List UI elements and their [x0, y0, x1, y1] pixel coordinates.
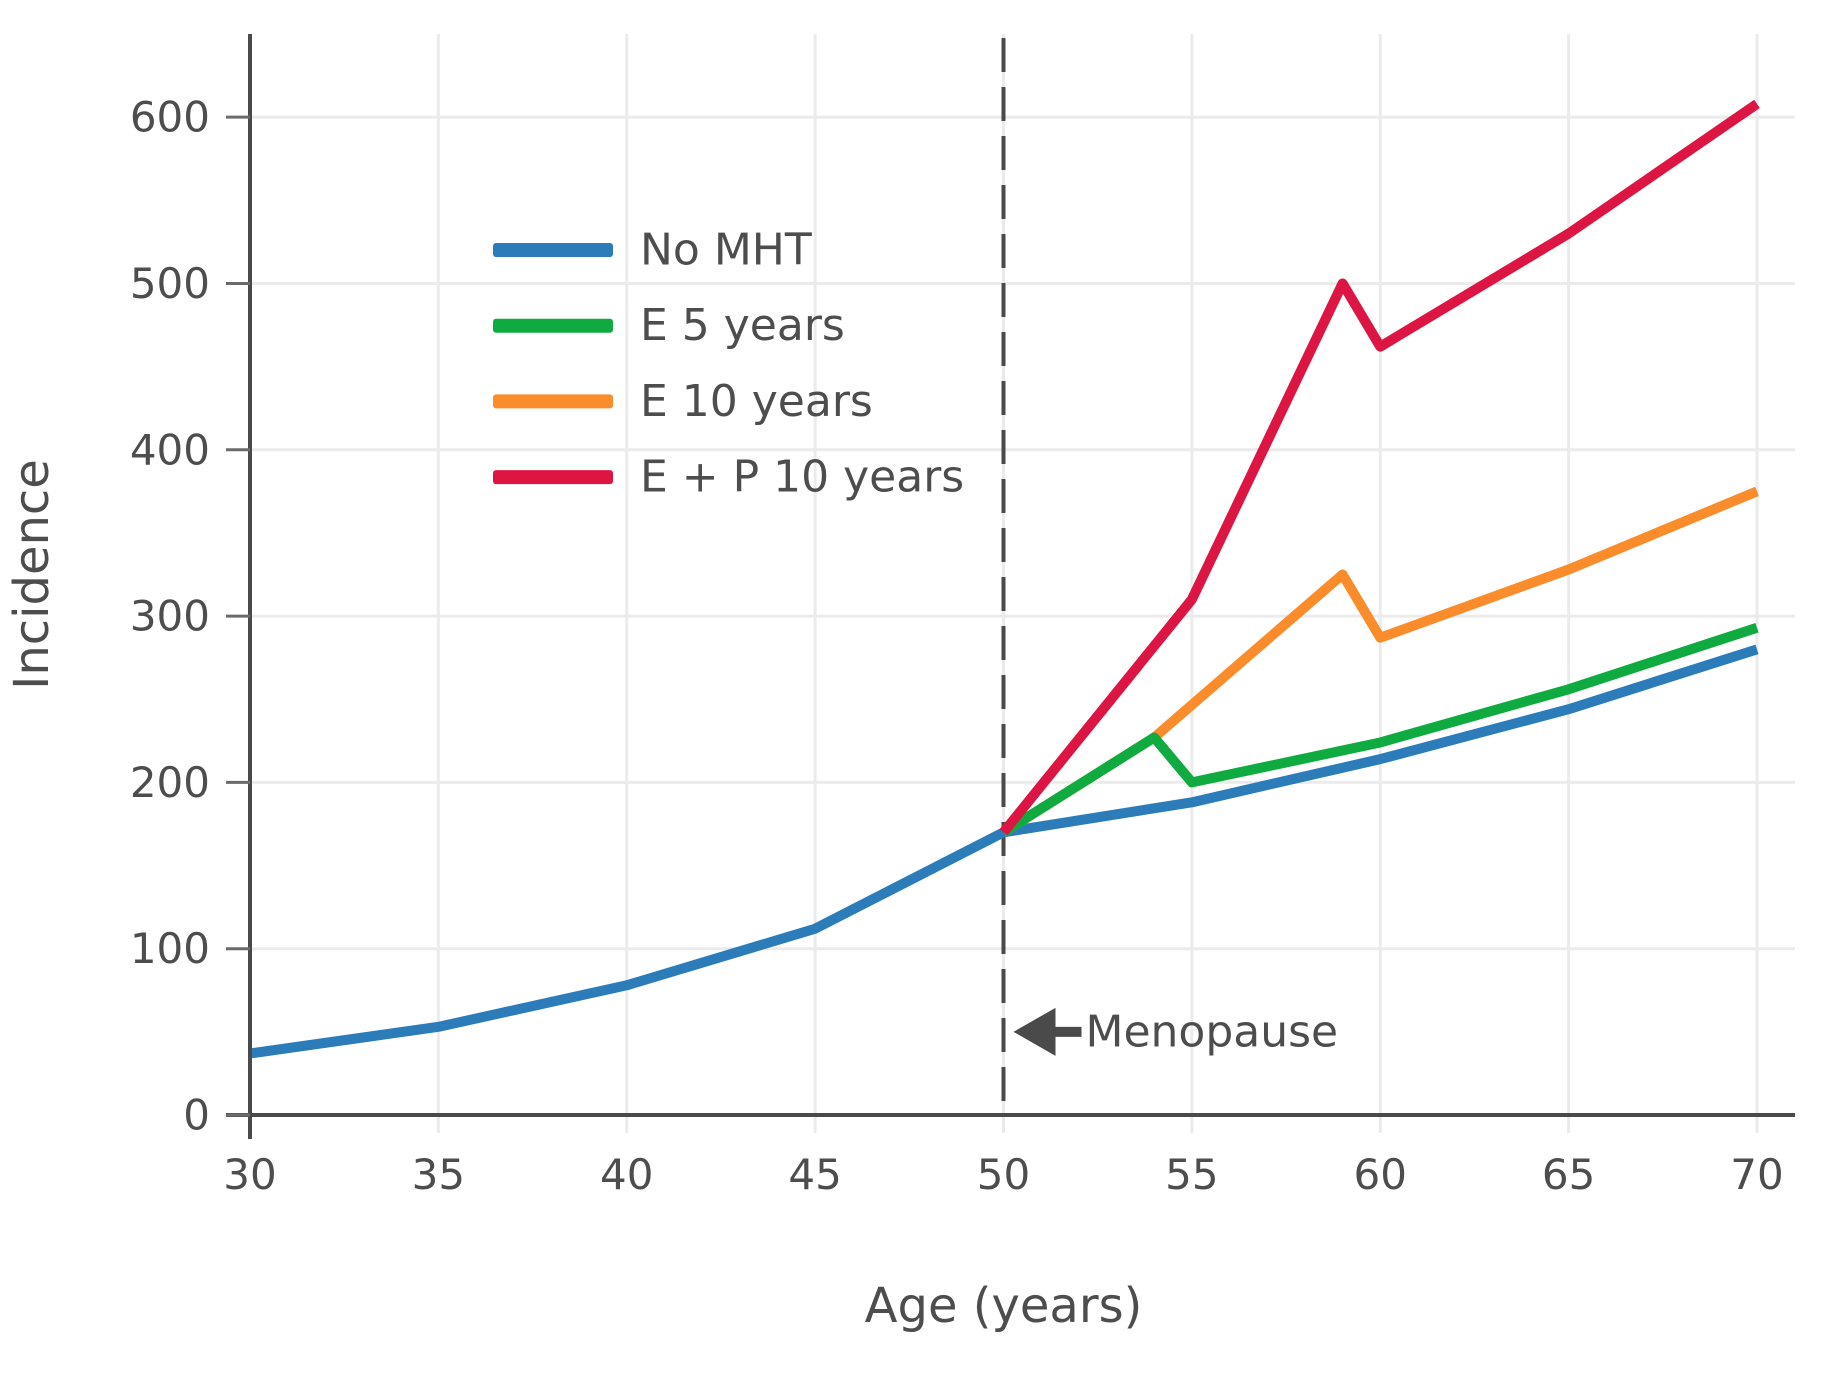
y-tick-label: 400: [130, 425, 210, 474]
legend-swatch-icon: [493, 394, 613, 409]
y-tick-label: 0: [183, 1091, 210, 1140]
y-axis-title: Incidence: [4, 459, 60, 690]
x-tick-label: 30: [223, 1150, 276, 1199]
legend-swatch-icon: [493, 243, 613, 257]
y-tick-label: 500: [130, 259, 210, 308]
menopause-arrow-icon: [1013, 1007, 1056, 1056]
legend-swatch-icon: [493, 318, 613, 333]
y-tick-label: 100: [130, 924, 210, 973]
x-tick-label: 45: [788, 1150, 841, 1199]
y-tick-label: 200: [130, 758, 210, 807]
legend-label: E 5 years: [640, 300, 845, 351]
x-tick-label: 60: [1354, 1150, 1407, 1199]
menopause-arrow-shaft: [1051, 1026, 1082, 1037]
x-tick-label: 35: [412, 1150, 465, 1199]
legend-label: No MHT: [640, 225, 812, 276]
y-tick-label: 600: [130, 93, 210, 142]
series-line-e-5-years: [1000, 622, 1759, 837]
x-tick-label: 65: [1542, 1150, 1595, 1199]
menopause-label: Menopause: [1086, 1006, 1339, 1057]
x-tick-label: 40: [600, 1150, 653, 1199]
x-axis-title: Age (years): [865, 1278, 1143, 1334]
x-tick-label: 50: [977, 1150, 1030, 1199]
series-line-e-p-10-years: [999, 99, 1760, 836]
x-tick-label: 55: [1165, 1150, 1218, 1199]
legend-swatch-icon: [493, 470, 613, 485]
x-tick-label: 70: [1730, 1150, 1783, 1199]
legend-label: E 10 years: [640, 376, 873, 427]
y-tick-label: 300: [130, 592, 210, 641]
legend-label: E + P 10 years: [640, 452, 964, 503]
